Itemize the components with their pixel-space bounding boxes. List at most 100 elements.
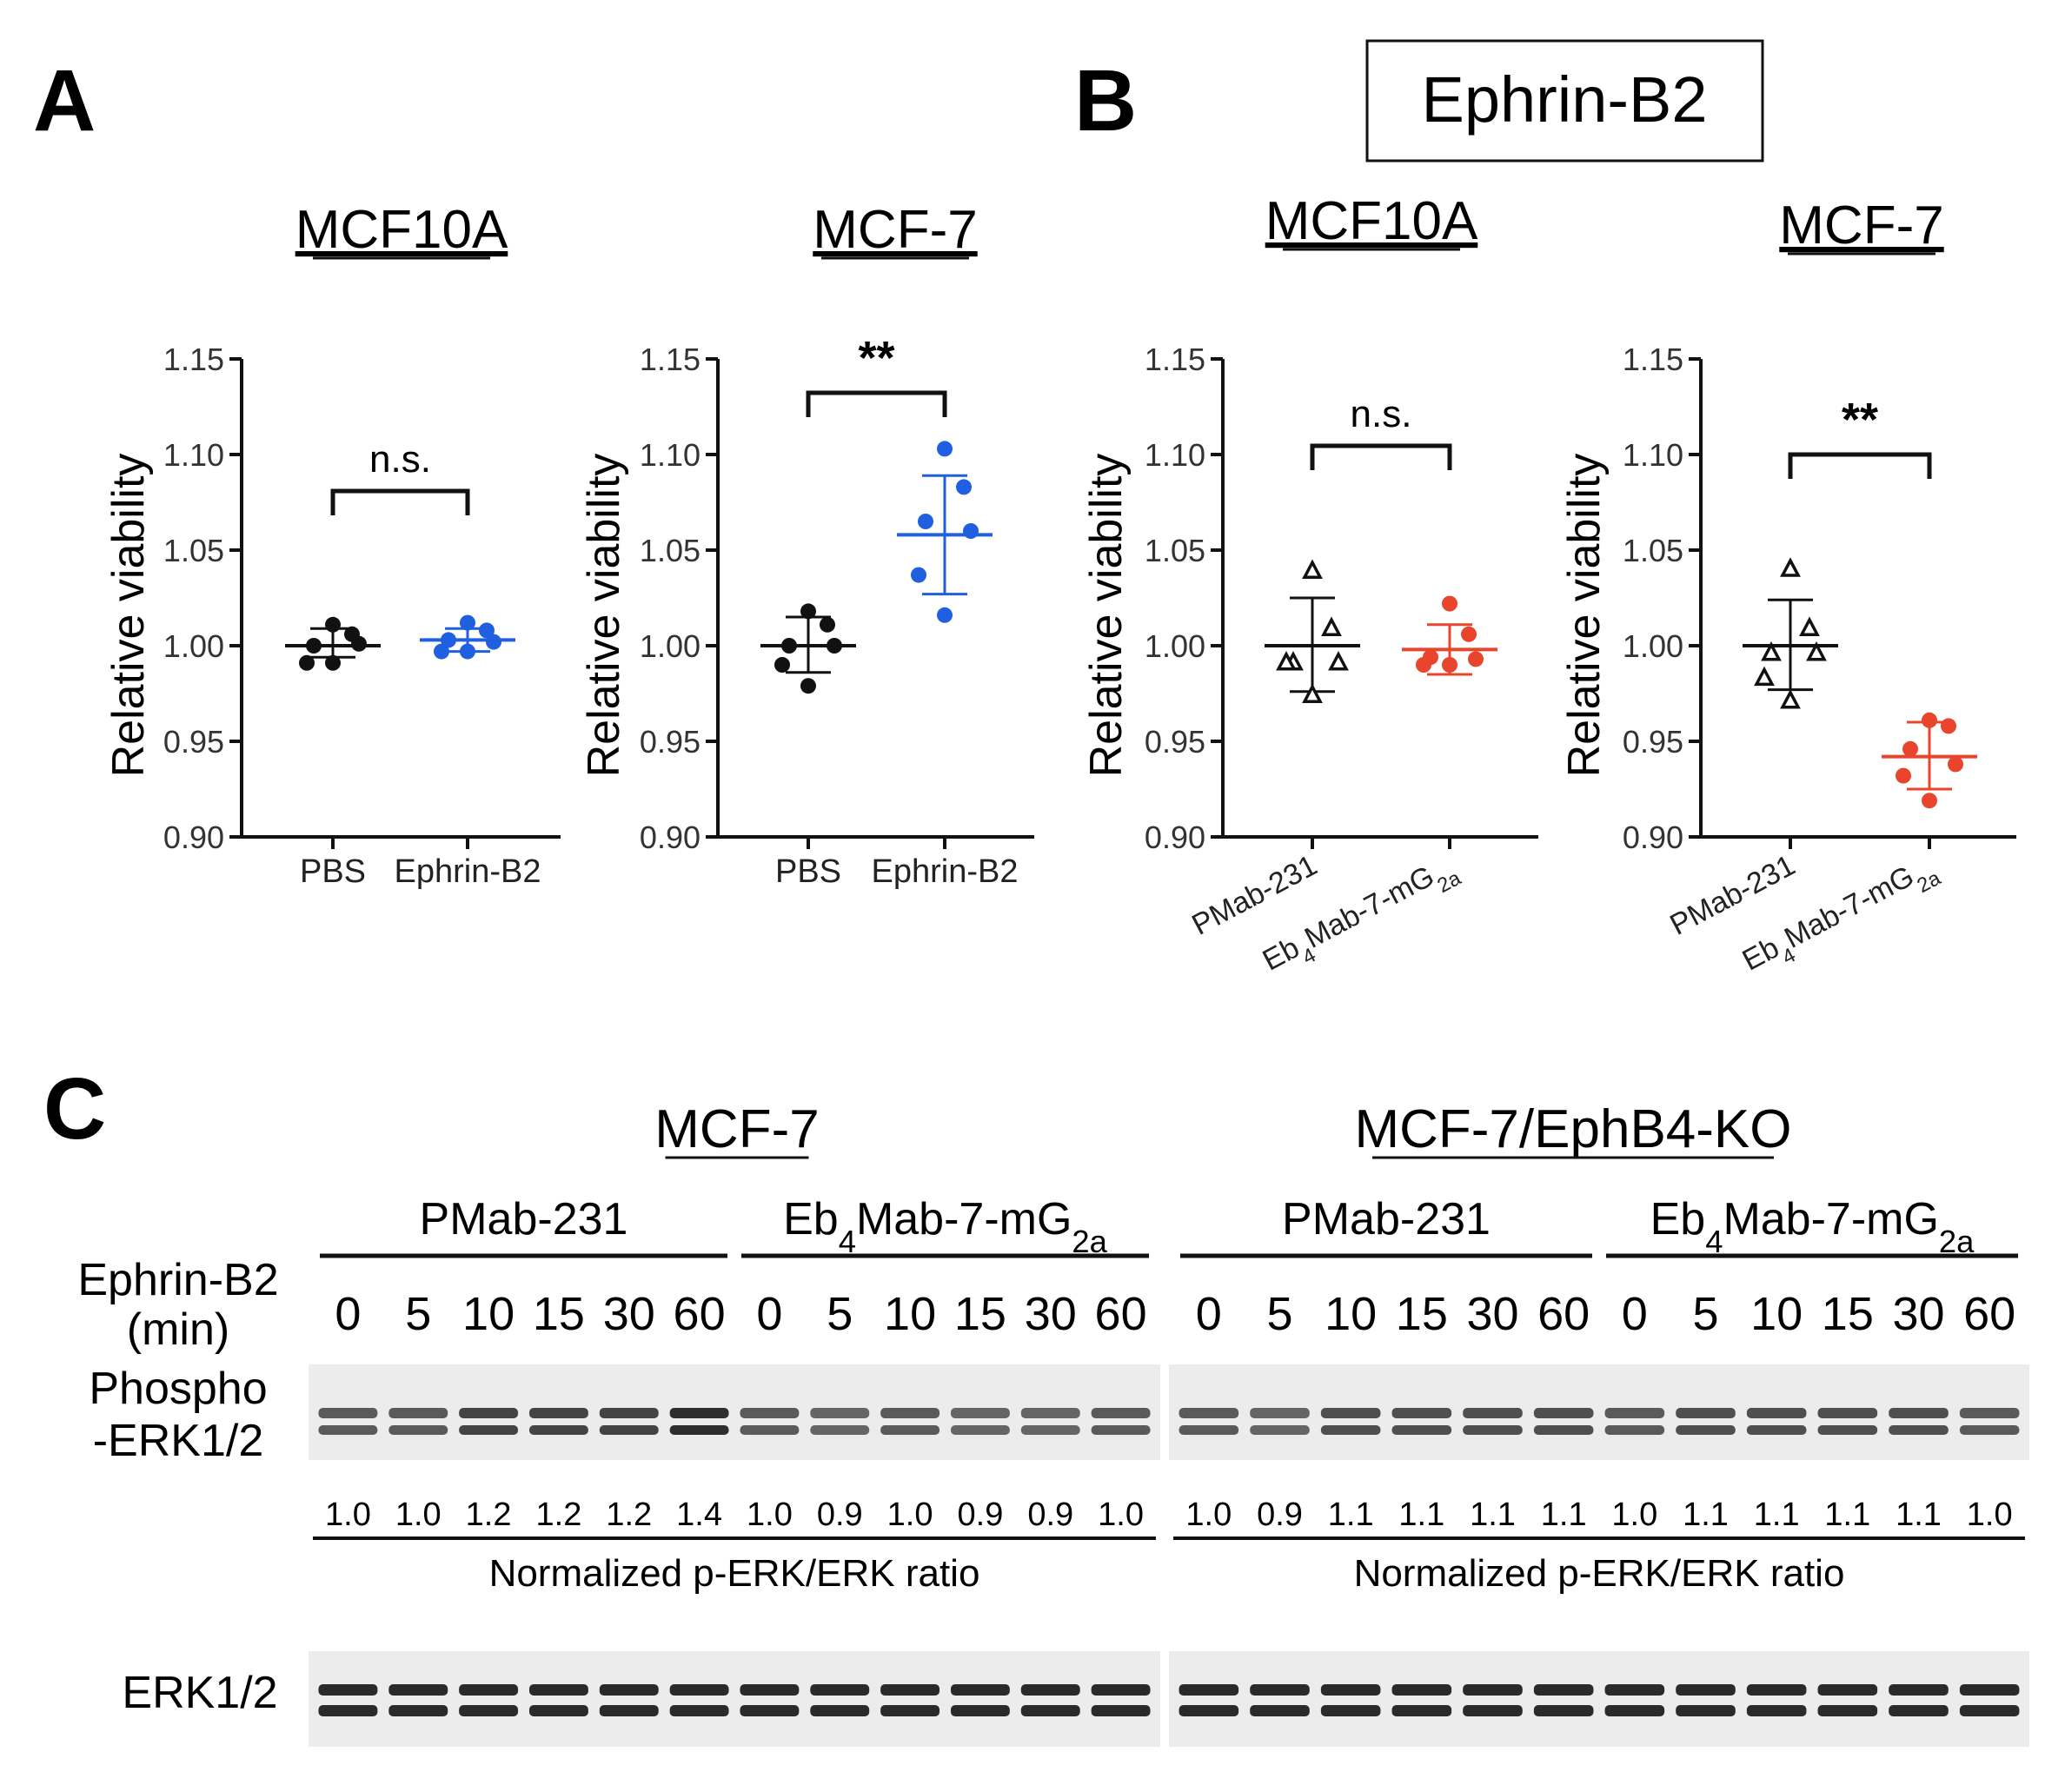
time-label: 15 [533,1288,585,1340]
time-label: 0 [1196,1288,1222,1340]
data-point [963,523,979,539]
phospho-band-upper [1959,1408,2020,1418]
y-axis-label: Relative viability [103,454,154,778]
time-label: 30 [1892,1288,1944,1340]
erk-band-lower [528,1705,588,1716]
phospho-band-lower [1889,1425,1949,1435]
phospho-band-upper [528,1408,588,1418]
data-point [937,441,953,457]
erk-band-upper [1604,1684,1665,1696]
x-tick-label: Ephrin-B2 [395,853,541,890]
phospho-band-lower [318,1425,378,1435]
treatment-label-line1: Ephrin-B2 [77,1255,278,1305]
significance-bracket [806,390,947,417]
erk-band-lower [1179,1705,1239,1716]
data-point [800,678,816,694]
phospho-band-lower [1179,1425,1239,1435]
y-tick-label: 1.00 [1623,628,1683,664]
significance-label: n.s. [1351,393,1412,435]
time-label: 0 [756,1288,782,1340]
y-tick-label: 1.05 [163,533,224,568]
data-point [306,638,322,654]
y-tick-label: 1.10 [163,437,224,473]
y-tick-label: 1.00 [640,628,700,664]
ratio-value: 1.0 [395,1497,442,1533]
ratio-value: 1.1 [1398,1497,1444,1533]
phospho-band-lower [740,1425,800,1435]
data-point [800,603,816,620]
erk-blot-strip [1169,1651,2029,1747]
data-point [1442,595,1457,612]
data-point [918,514,933,529]
phospho-band-upper [950,1408,1010,1418]
time-label: 5 [827,1288,853,1340]
phospho-blot-strip [309,1364,1160,1460]
phospho-band-upper [459,1408,519,1418]
erk-band-lower [388,1705,448,1716]
significance-bracket [1788,452,1932,479]
western-blot-panel: Ephrin-B2 (min) Phospho -ERK1/2 ERK1/2 M… [77,1099,2029,1747]
data-point [1922,712,1937,728]
x-tick-label: PBS [775,853,841,890]
time-label: 60 [1963,1288,2015,1340]
y-axis-label: Relative viability [579,454,629,778]
y-axis-label: Relative viability [1559,454,1610,778]
data-point [1302,683,1323,703]
phospho-band-upper [318,1408,378,1418]
erk-band-upper [1463,1684,1523,1696]
erk-band-lower [1676,1705,1736,1716]
y-tick-label: 1.15 [163,342,224,377]
y-tick-label: 1.05 [1145,533,1205,568]
ratio-value: 1.0 [1185,1497,1232,1533]
y-tick-label: 0.90 [163,820,224,855]
boxed-title-frame [1365,39,1764,163]
erk-band-lower [1604,1705,1665,1716]
phospho-band-upper [1391,1408,1452,1418]
blot-group-title: MCF-7/EphB4-KO [1354,1099,1791,1159]
erk-band-lower [1091,1705,1151,1716]
time-label: 10 [1750,1288,1803,1340]
y-tick-label: 1.10 [640,437,700,473]
phospho-band-upper [1746,1408,1807,1418]
y-tick-label: 0.90 [1145,820,1205,855]
data-point [325,616,341,633]
ratio-value: 1.2 [466,1497,512,1533]
data-point [1754,666,1775,687]
erk-band-upper [740,1684,800,1696]
phospho-band-lower [1817,1425,1878,1435]
ratio-value: 1.1 [1328,1497,1374,1533]
data-point [1896,767,1911,784]
time-label: 60 [1095,1288,1147,1340]
erk-band-upper [528,1684,588,1696]
time-label: 10 [462,1288,515,1340]
time-label: 30 [1466,1288,1518,1340]
phospho-band-upper [1889,1408,1949,1418]
y-axis-label: Relative viability [1081,454,1132,778]
antibody-label: Eb4Mab-7-mG2a [1650,1194,1975,1259]
chart-title: MCF10A [295,200,508,260]
erk-band-upper [1889,1684,1949,1696]
panel-letter-c: C [43,1060,106,1158]
chart-b-mcf10a: MCF10A 0.90 0.95 1.00 1.05 1.10 1.15 Relative v… [1081,191,1538,978]
phospho-band-lower [950,1425,1010,1435]
time-label: 5 [1692,1288,1718,1340]
panel-letter-b: B [1074,52,1137,149]
phospho-band-upper [1463,1408,1523,1418]
time-label: 0 [335,1288,361,1340]
ratio-value: 1.1 [1683,1497,1729,1533]
erk-band-upper [388,1684,448,1696]
time-label: 10 [884,1288,936,1340]
y-tick-label: 1.15 [640,342,700,377]
time-label: 60 [1537,1288,1590,1340]
erk-band-upper [1091,1684,1151,1696]
erk-band-upper [1959,1684,2020,1696]
y-tick-label: 0.95 [163,724,224,760]
y-tick-label: 1.00 [163,628,224,664]
erk-band-upper [599,1684,659,1696]
ratio-value: 1.1 [1470,1497,1516,1533]
erk-band-upper [810,1684,870,1696]
phospho-band-upper [880,1408,940,1418]
time-label: 0 [1622,1288,1648,1340]
phospho-band-upper [810,1408,870,1418]
